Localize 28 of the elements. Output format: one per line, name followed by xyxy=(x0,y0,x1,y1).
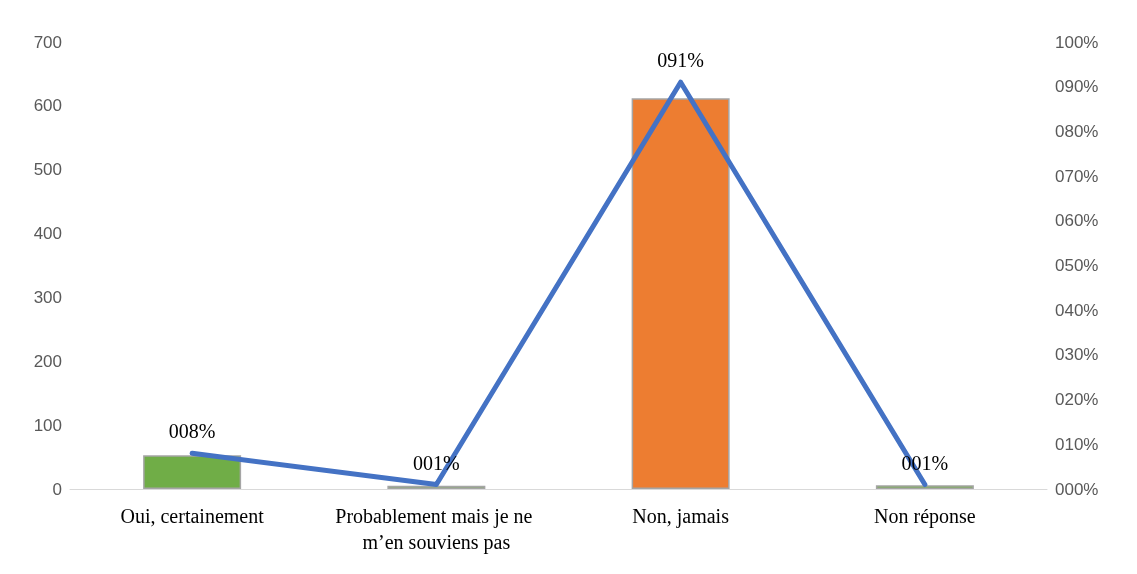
y-tick-label: 200 xyxy=(33,351,62,371)
x-tick-label: Non, jamais xyxy=(632,505,730,528)
y2-tick-label: 000% xyxy=(1055,479,1099,499)
y-tick-label: 600 xyxy=(33,96,62,116)
y2-tick-label: 040% xyxy=(1055,300,1099,320)
y2-tick-label: 050% xyxy=(1055,256,1099,275)
x-tick-label: Non réponse xyxy=(874,505,976,528)
y2-tick-label: 100% xyxy=(1055,32,1099,52)
y2-tick-label: 090% xyxy=(1055,77,1099,97)
bar xyxy=(875,485,974,489)
x-tick-label: Probablement mais je ne m’en souviens pas xyxy=(335,505,538,554)
y-tick-label: 400 xyxy=(33,224,62,244)
y2-tick-label: 010% xyxy=(1055,434,1099,454)
y2-tick-label: 020% xyxy=(1055,390,1099,410)
y-tick-label: 0 xyxy=(52,479,62,499)
y-tick-label: 100 xyxy=(33,415,62,435)
data-label: 008% xyxy=(168,420,216,443)
y2-tick-label: 070% xyxy=(1055,166,1099,186)
data-label: 091% xyxy=(657,49,704,72)
y2-tick-label: 030% xyxy=(1055,345,1099,365)
bar xyxy=(143,455,242,489)
y-tick-label: 300 xyxy=(33,287,62,307)
y2-tick-label: 080% xyxy=(1055,121,1099,141)
x-tick-label: Oui, certainement xyxy=(120,505,265,527)
bar xyxy=(631,98,730,489)
y-tick-label: 500 xyxy=(33,160,62,180)
y2-tick-label: 060% xyxy=(1055,211,1099,231)
y-tick-label: 700 xyxy=(33,32,62,52)
